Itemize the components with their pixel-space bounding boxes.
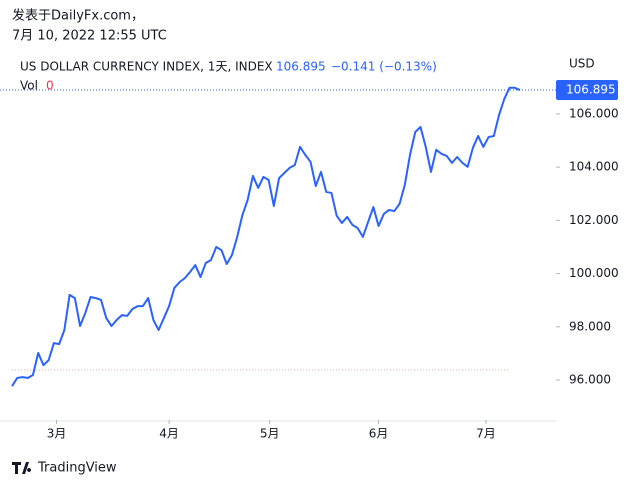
y-tick-label: 106.000 [569, 106, 619, 120]
y-tick-label: 104.000 [569, 160, 619, 174]
currency: USD [569, 57, 595, 71]
vol-label: Vol [20, 79, 38, 93]
y-tick-label: 98.000 [569, 319, 611, 333]
legend-change: −0.141 (−0.13%) [331, 60, 437, 74]
y-tick-label: 96.000 [569, 373, 611, 387]
legend-price: 106.895 [276, 60, 326, 74]
brand-logo [12, 462, 32, 474]
last-price-label: 106.895 [566, 83, 616, 97]
y-tick-label: 100.000 [569, 266, 619, 280]
x-tick-label: 3月 [47, 427, 67, 441]
timestamp: 7月 10, 2022 12:55 UTC [12, 29, 167, 44]
legend-symbol: US DOLLAR CURRENCY INDEX, 1天, INDEX [20, 60, 273, 74]
y-tick-label: 102.000 [569, 213, 619, 227]
x-tick-label: 4月 [159, 427, 179, 441]
source: 发表于DailyFx.com， [12, 8, 144, 24]
brand: TradingView [37, 461, 117, 476]
x-tick-label: 7月 [476, 427, 496, 441]
vol-value: 0 [46, 79, 54, 93]
price-line [11, 86, 521, 387]
x-tick-label: 5月 [260, 427, 280, 441]
last-price-tag [556, 80, 618, 101]
x-tick-label: 6月 [369, 427, 389, 441]
